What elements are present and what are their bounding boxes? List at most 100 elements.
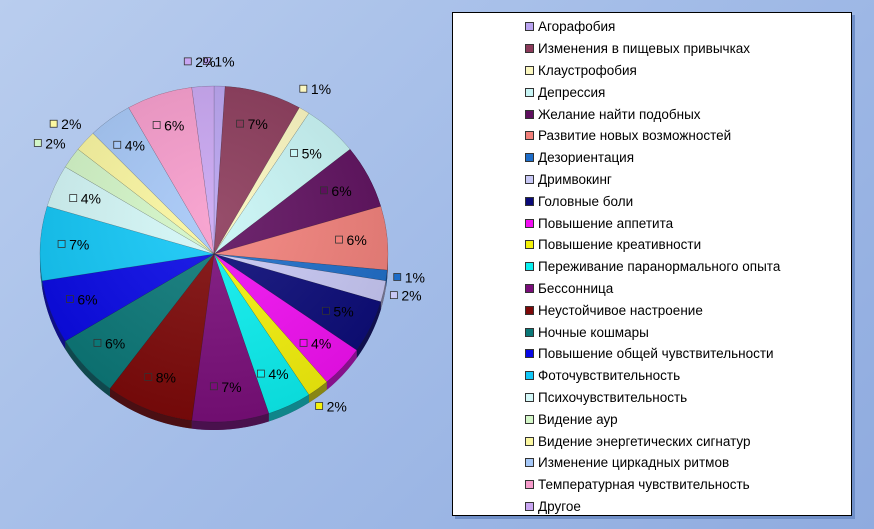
legend-swatch <box>525 22 534 32</box>
slice-label: 4% <box>256 366 289 382</box>
slice-label-marker <box>144 373 153 381</box>
legend-label: Фоточувствительность <box>538 368 681 384</box>
slice-label-text: 7% <box>248 116 268 132</box>
legend-label: Агорафобия <box>538 19 616 35</box>
slice-label-text: 4% <box>268 366 288 382</box>
slice-label-text: 1% <box>405 269 425 285</box>
legend-swatch <box>525 327 534 337</box>
slice-label: 1% <box>393 269 425 285</box>
legend-label: Желание найти подобных <box>538 106 701 122</box>
legend-item: Дримвокинг <box>525 169 851 191</box>
slice-label-text: 6% <box>331 183 351 199</box>
legend-item: Видение аур <box>525 408 851 430</box>
slice-label-text: 2% <box>61 116 81 132</box>
legend-swatch <box>525 131 534 141</box>
legend-swatch <box>525 392 534 402</box>
slice-label-marker <box>209 382 218 391</box>
legend-swatch <box>525 501 534 511</box>
legend-swatch <box>525 305 534 315</box>
legend-label: Повышение креативности <box>538 237 702 253</box>
slice-label-text: 7% <box>69 236 89 252</box>
legend-label: Психочувствительность <box>538 389 688 405</box>
slice-label: 7% <box>209 379 242 395</box>
legend-label: Видение энергетических сигнатур <box>538 433 751 449</box>
slice-label: 1% <box>299 81 331 97</box>
legend-item: Бессонница <box>525 278 851 300</box>
slice-label-marker <box>236 119 245 128</box>
slice-label-text: 4% <box>125 137 145 153</box>
slice-label: 1% <box>202 54 235 70</box>
legend: Агорафобия Изменения в пищевых привычках К… <box>452 12 852 516</box>
legend-swatch <box>525 414 534 424</box>
slice-label: 2% <box>183 54 216 70</box>
legend-item: Температурная чувствительность <box>525 474 851 496</box>
slice-label-text: 4% <box>311 335 331 351</box>
slice-label-text: 4% <box>81 191 101 207</box>
slice-label-marker <box>290 149 298 157</box>
legend-item: Видение энергетических сигнатур <box>525 430 851 452</box>
legend-item: Изменение циркадных ритмов <box>525 452 851 474</box>
legend-label: Депрессия <box>538 84 606 100</box>
slice-label-text: 6% <box>347 232 367 248</box>
legend-item: Изменения в пищевых привычках <box>525 38 851 60</box>
legend-item: Депрессия <box>525 81 851 103</box>
legend-item: Желание найти подобных <box>525 103 851 125</box>
legend-label: Неустойчивое настроение <box>538 302 703 318</box>
legend-item: Психочувствительность <box>525 387 851 409</box>
legend-swatch <box>525 44 534 54</box>
legend-label: Дезориентация <box>538 150 635 166</box>
slice-label-marker <box>202 57 211 65</box>
legend-swatch <box>525 218 534 228</box>
legend-swatch <box>525 240 534 250</box>
legend-swatch <box>525 349 534 359</box>
slice-label: 2% <box>389 288 422 304</box>
legend-item: Повышение креативности <box>525 234 851 256</box>
legend-label: Изменения в пищевых привычках <box>538 41 751 57</box>
slice-label-text: 2% <box>45 135 65 151</box>
legend-swatch <box>525 153 534 163</box>
slice-label: 7% <box>236 116 268 132</box>
legend-label: Клаустрофобия <box>538 62 637 78</box>
slice-label-text: 8% <box>156 370 176 386</box>
legend-label: Бессонница <box>538 280 614 296</box>
legend-label: Видение аур <box>538 411 618 427</box>
legend-item: Агорафобия <box>525 16 851 38</box>
slice-label-marker <box>335 235 343 244</box>
legend-label: Повышение аппетита <box>538 215 674 231</box>
legend-item: Развитие новых возможностей <box>525 125 851 147</box>
slice-label-marker <box>93 338 102 347</box>
slice-label-text: 7% <box>221 379 241 395</box>
slice-label: 2% <box>33 135 66 151</box>
slice-label-text: 6% <box>164 117 184 133</box>
slice-label: 6% <box>152 117 184 133</box>
legend-label: Головные боли <box>538 193 634 209</box>
slice-label-text: 1% <box>311 81 331 97</box>
legend-label: Повышение общей чувствительности <box>538 346 774 362</box>
slice-label: 8% <box>144 370 176 386</box>
legend-item: Повышение аппетита <box>525 212 851 234</box>
legend-item: Переживание паранормального опыта <box>525 256 851 278</box>
slice-label: 5% <box>322 303 354 319</box>
slice-label: 6% <box>93 335 125 351</box>
slice-label-text: 1% <box>214 54 234 70</box>
legend-swatch <box>525 458 534 468</box>
legend-list: Агорафобия Изменения в пищевых привычках К… <box>453 13 851 517</box>
slice-label: 6% <box>335 232 367 248</box>
legend-label: Развитие новых возможностей <box>538 128 732 144</box>
slice-label-marker <box>69 194 78 202</box>
legend-label: Дримвокинг <box>538 171 612 187</box>
slice-label-marker <box>49 119 58 128</box>
legend-swatch <box>525 109 534 119</box>
slice-label: 4% <box>69 191 101 207</box>
legend-swatch <box>525 283 534 293</box>
legend-item: Фоточувствительность <box>525 365 851 387</box>
legend-swatch <box>525 480 534 490</box>
slice-label-text: 6% <box>77 291 97 307</box>
slice-label: 2% <box>49 116 81 132</box>
legend-label: Переживание паранормального опыта <box>538 259 781 275</box>
slice-label-marker <box>299 84 308 93</box>
slice-label: 5% <box>290 146 322 162</box>
legend-item: Дезориентация <box>525 147 851 169</box>
legend-swatch <box>525 436 534 446</box>
slice-label-marker <box>183 57 192 66</box>
